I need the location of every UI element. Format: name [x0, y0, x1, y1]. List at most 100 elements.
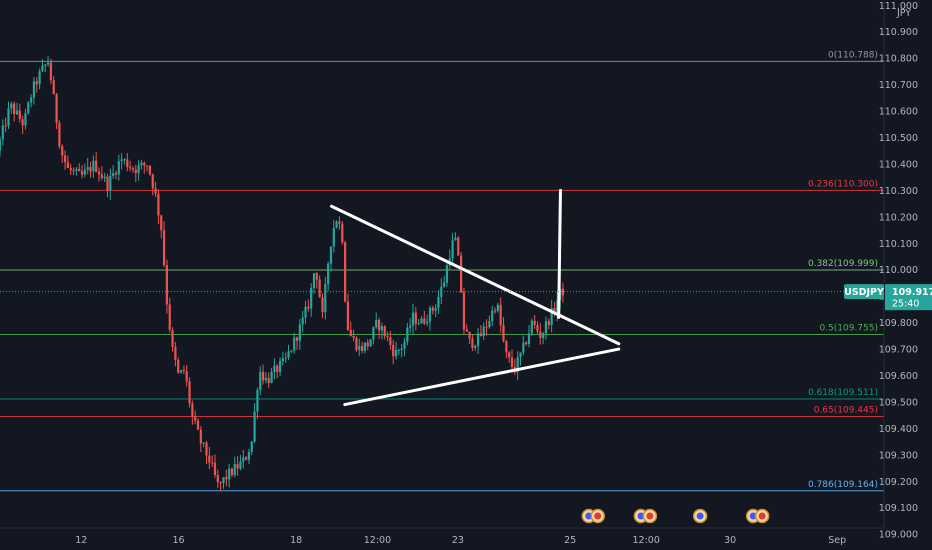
candle-body: [550, 307, 553, 325]
price-axis-unit: JPY: [896, 8, 911, 19]
candle-body: [310, 287, 313, 309]
candle-body: [32, 81, 36, 98]
price-tick-label: 110.700: [879, 80, 918, 91]
candle-body: [276, 365, 279, 372]
price-tick-label: 110.200: [879, 212, 918, 223]
candle-body: [465, 329, 468, 332]
time-tick-label: 18: [290, 535, 302, 546]
candle-body: [66, 162, 69, 168]
candle-body: [75, 168, 78, 171]
candle-body: [154, 188, 157, 194]
candle-body: [397, 349, 400, 351]
candle-body: [530, 320, 533, 334]
triangle-upper-line[interactable]: [330, 204, 621, 346]
price-tick-label: 109.400: [879, 424, 918, 435]
price-tick-label: 110.800: [879, 54, 918, 65]
fib-retracement[interactable]: 0(110.788) 0.236(110.300) 0.382(109.999) 0.…: [0, 50, 884, 492]
candle-body: [114, 173, 118, 175]
candle-body: [202, 442, 205, 444]
time-tick-label: 12: [75, 535, 87, 546]
candle-body: [403, 341, 406, 349]
candle-body: [41, 65, 44, 72]
candle-body: [358, 346, 361, 351]
candle-body: [219, 482, 222, 484]
candle-body: [547, 321, 550, 325]
candle-body: [89, 167, 92, 172]
candle-body: [0, 139, 2, 151]
candle-body: [298, 324, 301, 341]
candle-body: [341, 223, 344, 243]
economic-events[interactable]: [581, 508, 770, 524]
candle-body: [414, 312, 417, 324]
candle-body: [261, 372, 265, 381]
candle-body: [160, 215, 163, 231]
current-price-value: 109.917: [892, 287, 932, 298]
candle-body: [21, 119, 24, 126]
triangle-lower-line[interactable]: [343, 347, 621, 407]
candle-body: [168, 304, 171, 330]
candle-body: [542, 333, 545, 338]
candle-body: [278, 361, 282, 372]
event-flag-dot: [749, 512, 757, 520]
candle-body: [273, 365, 276, 372]
candle-body: [533, 320, 536, 326]
candle-body: [561, 288, 565, 296]
candle-body: [312, 273, 316, 288]
candle-body: [389, 337, 392, 346]
candle-body: [30, 97, 33, 103]
candle-body: [536, 325, 539, 332]
candle-body: [179, 370, 183, 373]
candle-body: [553, 307, 556, 313]
candle-body: [360, 346, 364, 351]
event-flag-dot: [646, 512, 654, 520]
price-tick-label: 110.100: [879, 239, 918, 250]
candle-body: [493, 310, 497, 312]
candle-body: [307, 306, 310, 309]
candle-body: [451, 240, 454, 259]
candle-body: [394, 350, 398, 357]
candle-body: [264, 377, 268, 381]
candle-body: [134, 169, 137, 174]
candle-body: [148, 165, 152, 175]
candle-body: [83, 169, 86, 175]
price-tick-label: 109.200: [879, 477, 918, 488]
candle-body: [324, 284, 327, 313]
time-tick-label: 12:00: [633, 535, 660, 546]
price-tick-label: 111.000: [879, 1, 918, 12]
event-flag-dot: [637, 512, 645, 520]
candles[interactable]: [0, 56, 565, 492]
candle-body: [372, 327, 375, 340]
breakout-line[interactable]: [557, 188, 562, 319]
current-price-label[interactable]: USDJPY 109.917 25:40: [844, 284, 932, 311]
candle-body: [38, 71, 41, 85]
candle-body: [482, 326, 485, 336]
candle-body: [245, 457, 248, 460]
candle-body: [216, 475, 219, 483]
price-axis[interactable]: 111.000 110.900 110.800 110.700 110.600 110.5…: [879, 1, 918, 541]
candle-body: [100, 174, 103, 179]
time-axis[interactable]: 12 16 18 12:00 23 25 12:00 30 Sep: [75, 535, 846, 546]
candle-body: [428, 307, 432, 322]
candle-body: [443, 282, 446, 287]
candle-body: [304, 306, 307, 318]
candle-body: [293, 337, 296, 351]
price-tick-label: 110.900: [879, 27, 918, 38]
time-tick-label: 30: [724, 535, 736, 546]
price-tick-label: 110.500: [879, 133, 918, 144]
candle-body: [253, 411, 256, 442]
candle-body: [332, 227, 335, 247]
candle-body: [117, 161, 120, 175]
candle-body: [437, 297, 440, 308]
fib-level-label: 0.65(109.445): [814, 405, 878, 415]
triangle-drawing[interactable]: [330, 188, 621, 407]
candle-body: [485, 326, 488, 328]
candle-body: [58, 122, 61, 147]
time-tick-label: 25: [564, 535, 576, 546]
candle-body: [377, 319, 381, 331]
price-tick-label: 110.600: [879, 107, 918, 118]
candle-body: [496, 304, 499, 311]
candle-body: [80, 171, 84, 175]
